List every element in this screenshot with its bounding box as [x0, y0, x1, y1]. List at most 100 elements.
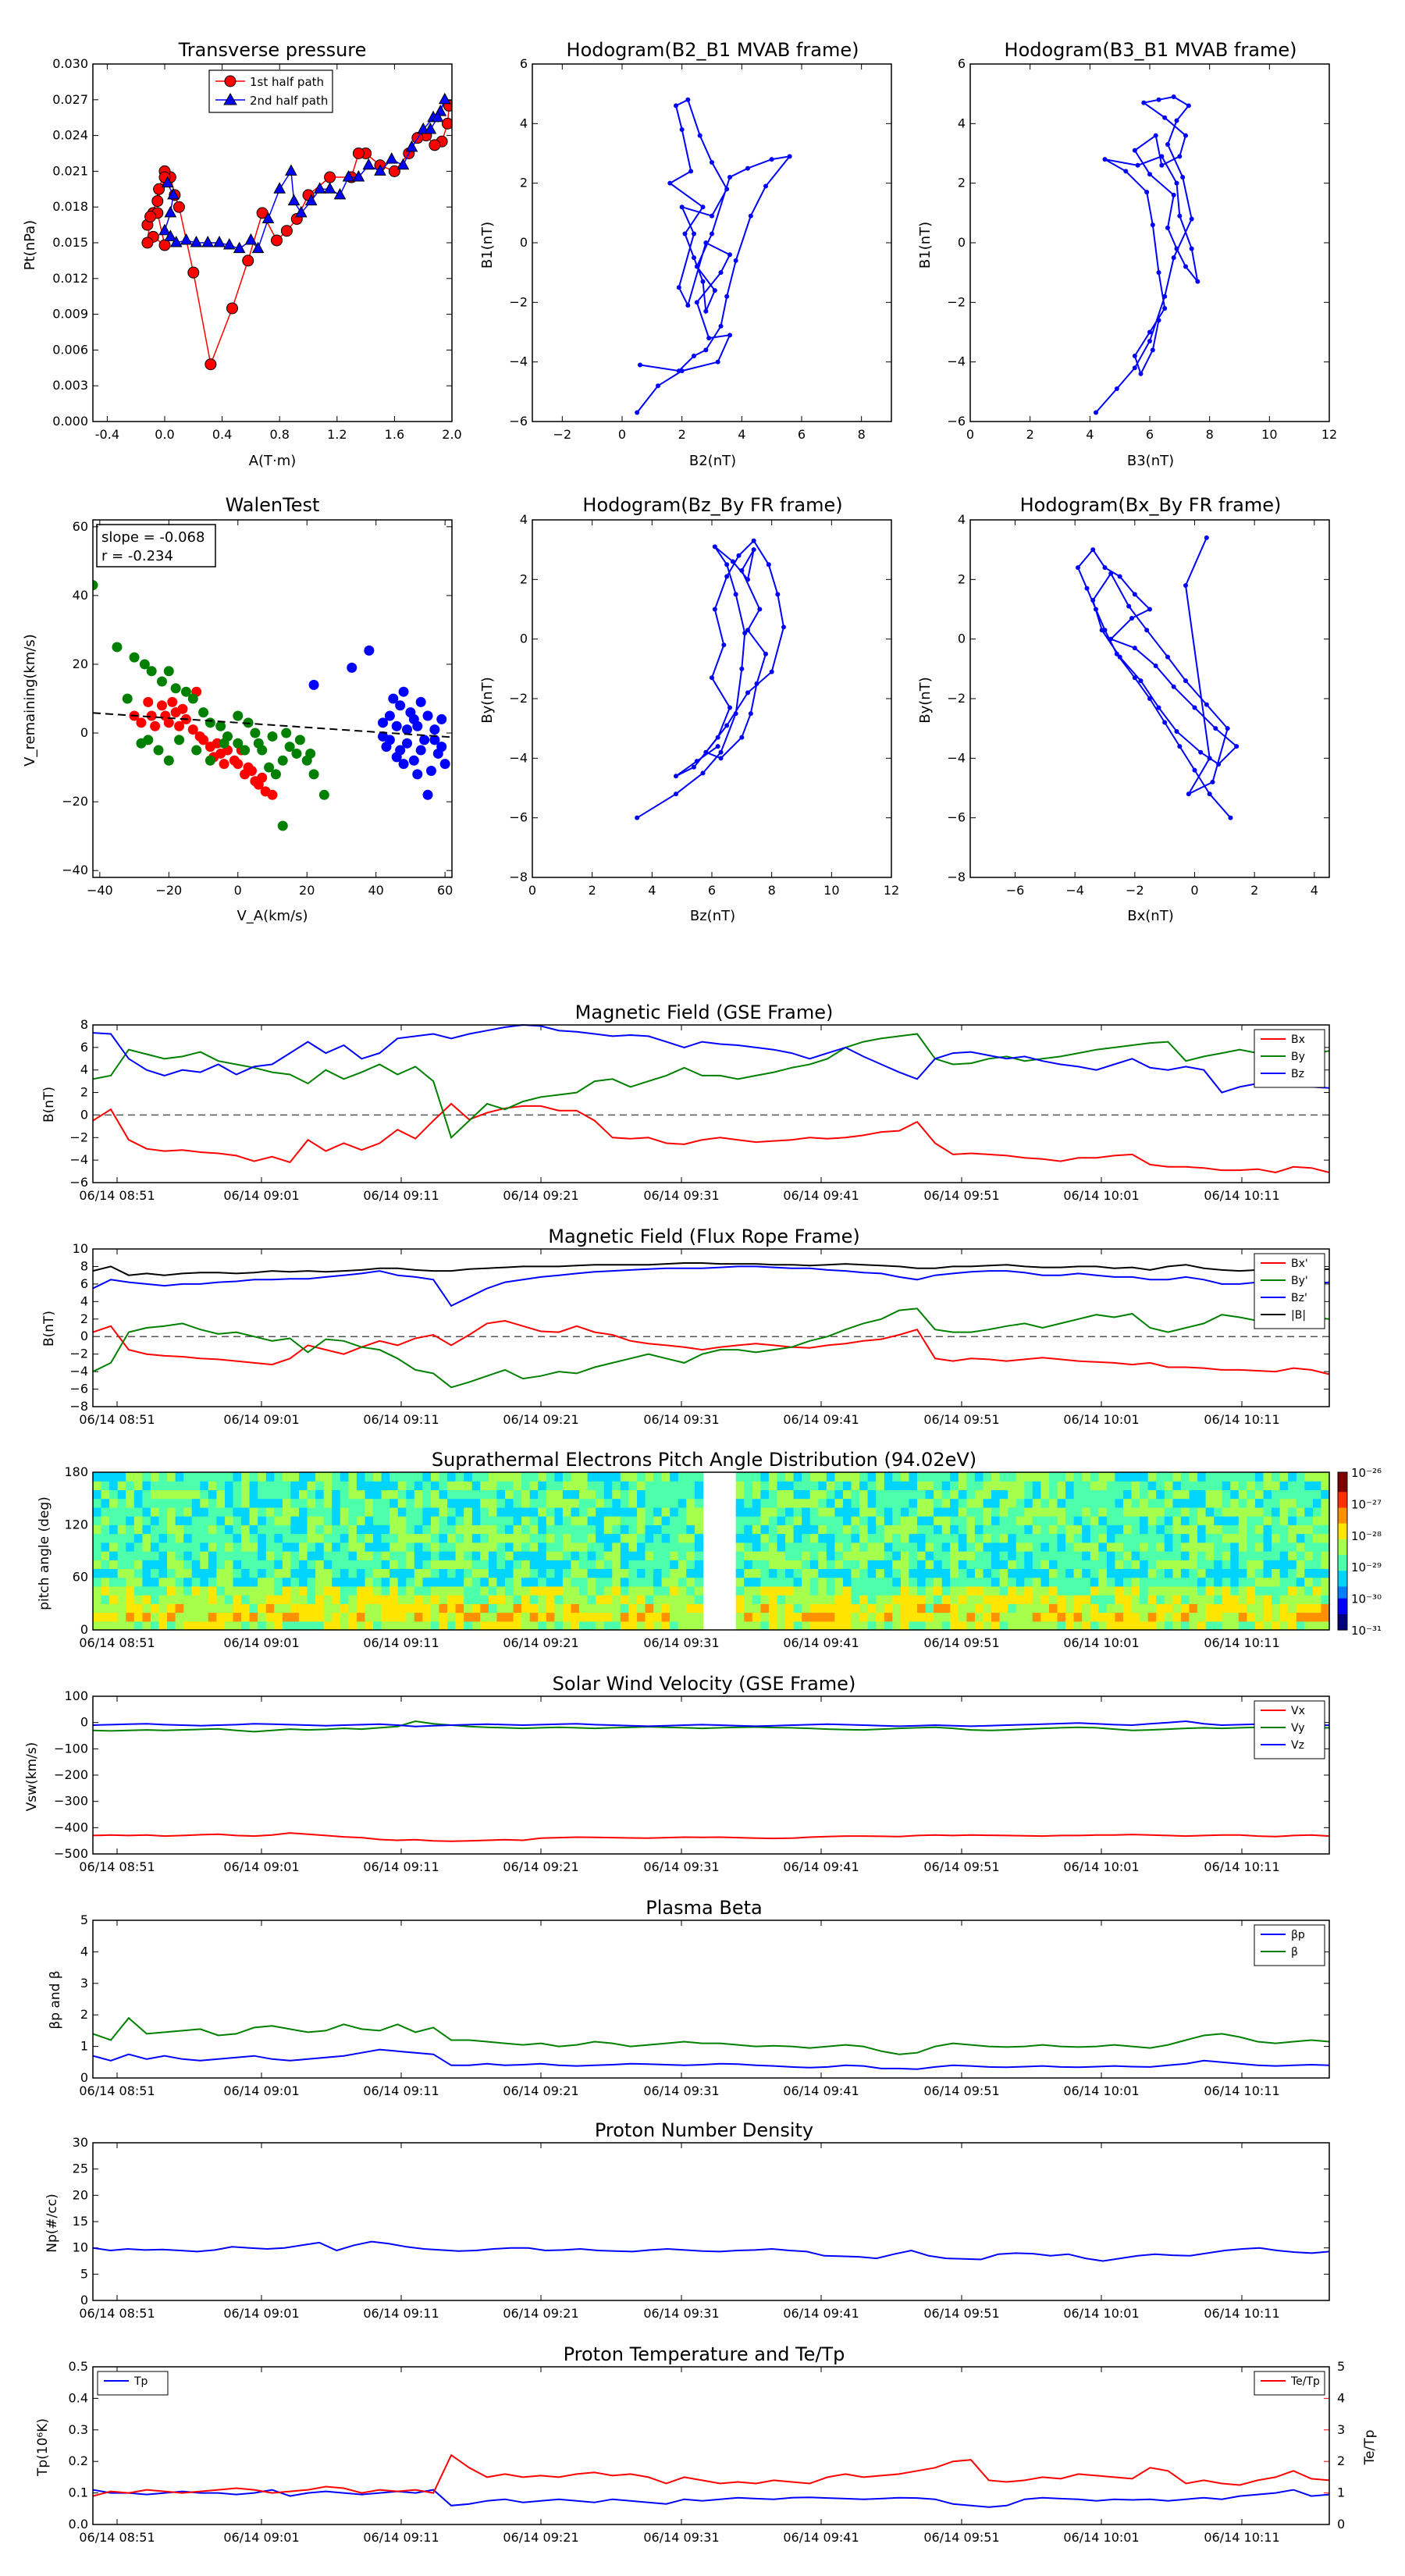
heatmap-cell — [150, 1551, 160, 1560]
heatmap-cell — [587, 1612, 596, 1622]
heatmap-cell — [1123, 1516, 1133, 1525]
heatmap-cell — [752, 1489, 761, 1500]
heatmap-cell — [1073, 1595, 1083, 1604]
heatmap-cell — [793, 1498, 802, 1508]
heatmap-cell — [471, 1516, 481, 1525]
heatmap-cell — [233, 1542, 242, 1552]
heatmap-cell — [513, 1612, 522, 1622]
walen-point — [318, 789, 329, 800]
heatmap-cell — [554, 1472, 564, 1482]
heatmap-cell — [1147, 1525, 1157, 1535]
heatmap-cell — [809, 1621, 819, 1631]
heatmap-cell — [216, 1533, 226, 1543]
heatmap-cell — [966, 1516, 976, 1525]
heatmap-cell — [1082, 1533, 1091, 1543]
heatmap-cell — [1032, 1585, 1041, 1596]
heatmap-cell — [158, 1568, 168, 1578]
heatmap-cell — [999, 1542, 1008, 1552]
heatmap-cell — [809, 1489, 819, 1500]
heatmap-cell — [1057, 1498, 1066, 1508]
heatmap-cell — [1164, 1489, 1173, 1500]
heatmap-cell — [596, 1516, 605, 1525]
hodogram-point — [1102, 157, 1108, 162]
heatmap-cell — [826, 1603, 835, 1614]
heatmap-cell — [768, 1489, 778, 1500]
heatmap-cell — [1312, 1577, 1322, 1587]
heatmap-cell — [439, 1498, 448, 1508]
data-point — [205, 358, 217, 371]
heatmap-cell — [999, 1568, 1008, 1578]
heatmap-cell — [150, 1507, 160, 1517]
heatmap-cell — [241, 1533, 251, 1543]
colorbar-segment — [1338, 1531, 1347, 1536]
hodogram-point — [703, 240, 709, 245]
heatmap-cell — [900, 1481, 910, 1490]
heatmap-cell — [1106, 1507, 1116, 1517]
time-tick-label: 06/14 10:01 — [1063, 1635, 1139, 1650]
heatmap-cell — [1255, 1525, 1264, 1535]
heatmap-cell — [117, 1507, 126, 1517]
heatmap-cell — [1049, 1568, 1058, 1578]
heatmap-cell — [900, 1498, 910, 1508]
heatmap-cell — [1131, 1525, 1140, 1535]
heatmap-cell — [867, 1498, 877, 1508]
heatmap-cell — [101, 1585, 110, 1596]
hodogram-point — [1174, 118, 1179, 123]
heatmap-cell — [1247, 1525, 1256, 1535]
heatmap-cell — [414, 1472, 423, 1482]
heatmap-cell — [554, 1603, 564, 1614]
heatmap-cell — [258, 1481, 267, 1490]
ylabel-tp: Tp(10⁶K) — [35, 2418, 51, 2477]
heatmap-cell — [562, 1472, 572, 1482]
heatmap-cell — [397, 1525, 407, 1535]
heatmap-cell — [546, 1577, 555, 1587]
heatmap-cell — [397, 1568, 407, 1578]
heatmap-cell — [1090, 1525, 1099, 1535]
series-Vz — [92, 1720, 1330, 1727]
heatmap-cell — [356, 1472, 366, 1482]
heatmap-cell — [653, 1612, 663, 1622]
heatmap-cell — [414, 1542, 423, 1552]
y-tick-label: −300 — [54, 1794, 88, 1809]
heatmap-cell — [1214, 1603, 1223, 1614]
heatmap-cell — [991, 1585, 1001, 1596]
hodogram-point — [1141, 100, 1147, 105]
heatmap-cell — [439, 1551, 448, 1560]
heatmap-cell — [876, 1489, 885, 1500]
colorbar-segment — [1338, 1610, 1347, 1615]
heatmap-cell — [653, 1595, 663, 1604]
hodogram-point — [703, 308, 709, 314]
data-point — [201, 235, 215, 247]
heatmap-cell — [480, 1568, 489, 1578]
heatmap-cell — [802, 1481, 811, 1490]
heatmap-cell — [826, 1595, 835, 1604]
heatmap-cell — [1090, 1595, 1099, 1604]
heatmap-cell — [538, 1472, 547, 1482]
heatmap-cell — [422, 1525, 432, 1535]
heatmap-cell — [225, 1595, 234, 1604]
heatmap-cell — [802, 1472, 811, 1482]
heatmap-cell — [521, 1551, 531, 1560]
heatmap-cell — [274, 1595, 283, 1604]
heatmap-cell — [1106, 1551, 1116, 1560]
heatmap-cell — [686, 1472, 695, 1482]
plot-area-pt — [141, 92, 452, 371]
heatmap-cell — [1123, 1560, 1133, 1569]
heatmap-cell — [999, 1481, 1008, 1490]
hodogram-point — [710, 675, 714, 681]
heatmap-cell — [521, 1560, 531, 1569]
heatmap-cell — [265, 1585, 275, 1596]
heatmap-cell — [356, 1568, 366, 1578]
heatmap-cell — [1230, 1621, 1240, 1631]
heatmap-cell — [464, 1568, 473, 1578]
heatmap-cell — [133, 1489, 143, 1500]
colorbar-segment — [1338, 1555, 1347, 1560]
heatmap-cell — [1189, 1533, 1198, 1543]
heatmap-cell — [603, 1560, 613, 1569]
heatmap-cell — [348, 1533, 357, 1543]
heatmap-cell — [851, 1603, 860, 1614]
heatmap-cell — [133, 1585, 143, 1596]
heatmap-cell — [373, 1603, 382, 1614]
y2-tick-label: 1 — [1337, 2485, 1345, 2500]
heatmap-cell — [1180, 1568, 1190, 1578]
